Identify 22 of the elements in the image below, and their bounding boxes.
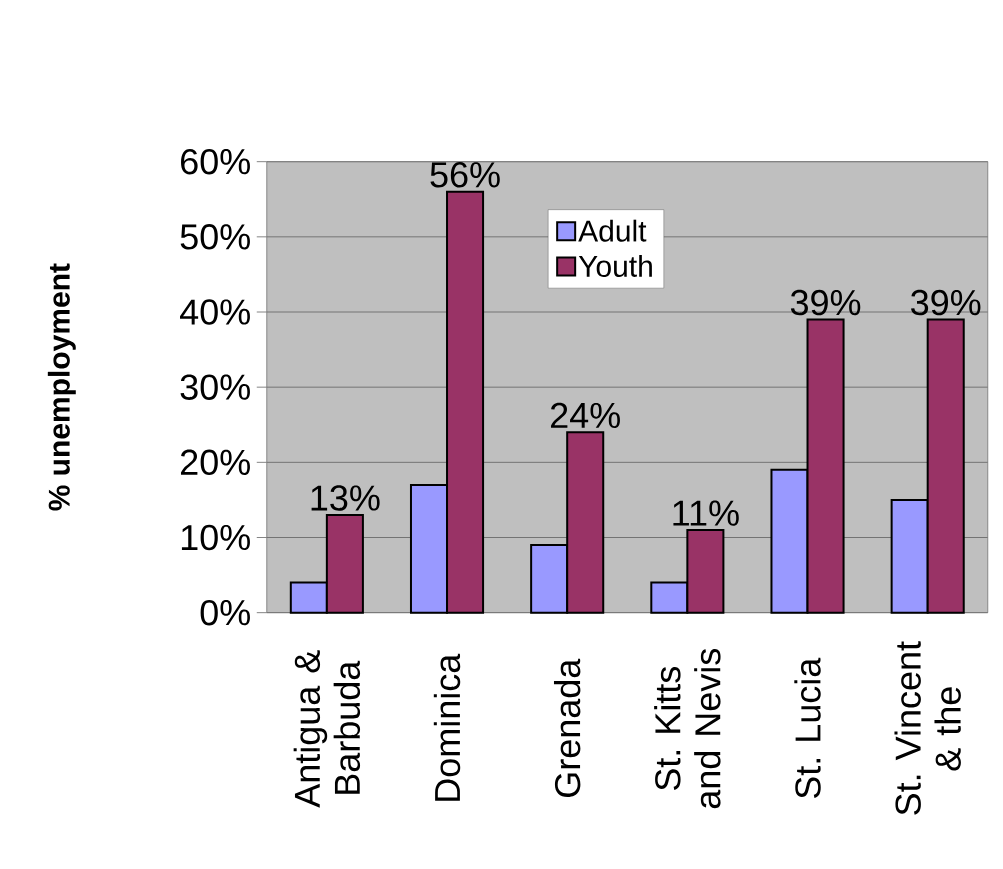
x-tick-label: Antigua & Barbuda: [293, 650, 361, 808]
data-label: 56%: [430, 162, 500, 188]
legend-label: Youth: [578, 254, 652, 277]
y-tick-label: 50%: [180, 224, 250, 250]
y-tick-label: 20%: [180, 449, 250, 476]
y-tick-label: 10%: [181, 524, 250, 551]
data-label: 24%: [550, 402, 620, 429]
legend-label: Adult: [578, 219, 647, 242]
x-tick-label: Dominica: [433, 653, 461, 801]
data-label: 39%: [911, 289, 981, 316]
x-tick-label: St. Vincent & the: [894, 641, 961, 815]
data-label: 11%: [673, 500, 739, 526]
y-axis-title: % unemployment: [47, 263, 76, 511]
y-tick-label: 60%: [181, 148, 250, 175]
x-tick-label: St. Kitts and Nevis: [654, 649, 721, 809]
y-tick-label: 30%: [180, 374, 250, 400]
x-tick-label: St. Lucia: [794, 657, 821, 799]
data-label: 13%: [311, 485, 380, 511]
x-tick-label: Grenada: [553, 658, 581, 797]
data-label: 39%: [790, 289, 861, 316]
y-tick-label: 0%: [200, 599, 250, 626]
y-tick-label: 40%: [180, 299, 250, 325]
